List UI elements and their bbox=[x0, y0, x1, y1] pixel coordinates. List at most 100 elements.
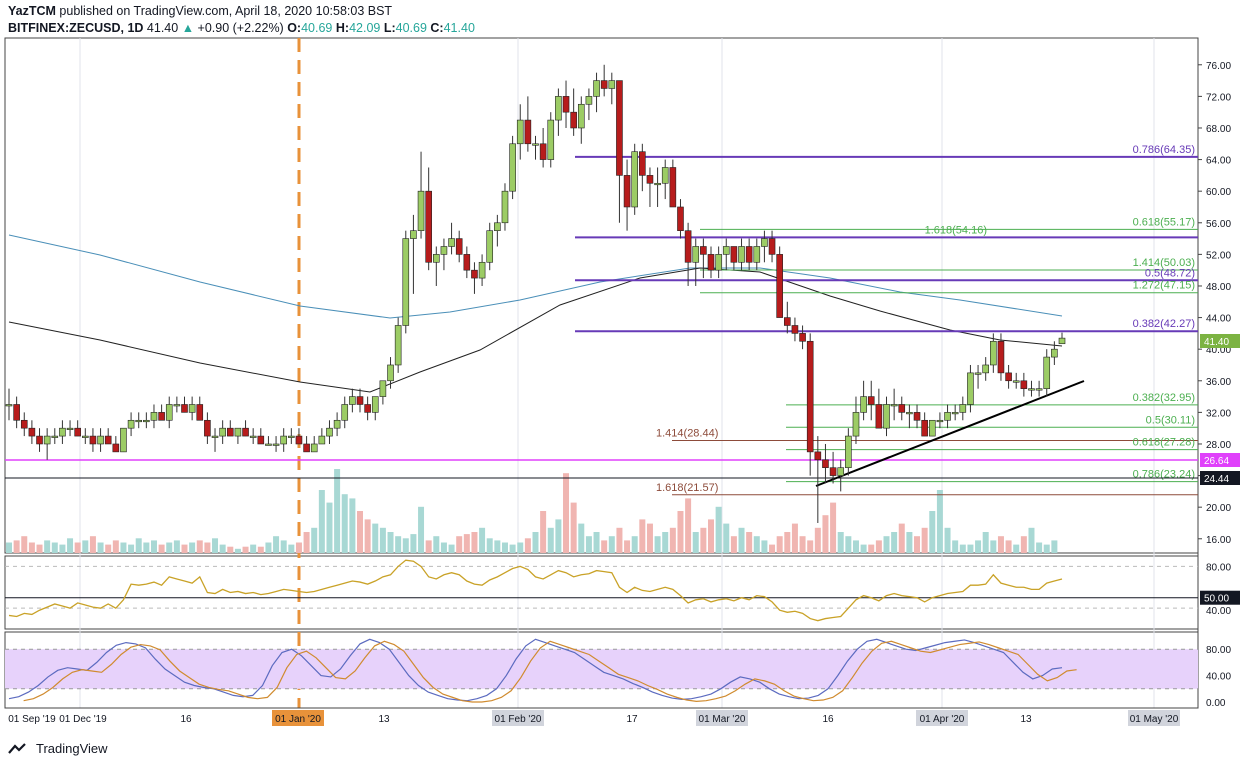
volume-bar bbox=[860, 544, 867, 553]
candle-body bbox=[967, 372, 974, 405]
candle-body bbox=[677, 206, 684, 231]
candle-body bbox=[669, 167, 677, 208]
volume-bar bbox=[51, 542, 58, 553]
volume-bar bbox=[44, 540, 51, 553]
date-axis-label: 16 bbox=[822, 714, 834, 725]
fib-level-label: 0.618(27.28) bbox=[1133, 437, 1195, 449]
candle-body bbox=[364, 404, 371, 413]
candle-body bbox=[204, 419, 211, 437]
candle-body bbox=[349, 396, 356, 405]
volume-bar bbox=[769, 544, 776, 553]
candle-body bbox=[524, 119, 532, 145]
symbol-line: BITFINEX:ZECUSD, 1D 41.40 ▲ +0.90 (+2.22… bbox=[8, 21, 475, 35]
volume-bar bbox=[219, 544, 226, 553]
candle-body bbox=[631, 151, 638, 208]
low-value: 40.69 bbox=[395, 21, 427, 35]
open-value: 40.69 bbox=[301, 21, 333, 35]
candle-body bbox=[799, 333, 806, 342]
candle-body bbox=[303, 443, 310, 453]
candle-body bbox=[974, 372, 982, 375]
volume-bar bbox=[936, 490, 943, 553]
close-value: 41.40 bbox=[443, 21, 475, 35]
high-label: H: bbox=[335, 21, 350, 35]
candle-body bbox=[59, 427, 66, 437]
candle-body bbox=[394, 325, 402, 366]
candle-body bbox=[928, 419, 936, 437]
volume-bar bbox=[295, 542, 302, 553]
volume-bar bbox=[875, 540, 882, 553]
candle-body bbox=[814, 451, 822, 461]
volume-bar bbox=[1028, 527, 1035, 553]
volume-bar bbox=[692, 532, 699, 553]
symbol-name[interactable]: BITFINEX:ZECUSD, 1D bbox=[8, 21, 144, 35]
volume-bar bbox=[1005, 540, 1012, 553]
candle-body bbox=[921, 419, 928, 437]
candle-body bbox=[600, 80, 608, 89]
volume-bar bbox=[402, 538, 409, 553]
volume-bar bbox=[1013, 544, 1020, 553]
price-tick-label: 40.00 bbox=[1206, 345, 1231, 356]
candle-body bbox=[806, 340, 814, 453]
publish-line: YazTCM published on TradingView.com, Apr… bbox=[8, 4, 392, 18]
candle-body bbox=[555, 96, 562, 121]
date-label-bg bbox=[916, 710, 968, 726]
volume-bar bbox=[280, 540, 287, 553]
price-tick-label: 64.00 bbox=[1206, 156, 1231, 167]
fib-level-label: 0.382(32.95) bbox=[1133, 392, 1195, 404]
candle-body bbox=[1058, 337, 1066, 345]
volume-bar bbox=[753, 536, 760, 553]
candle-body bbox=[532, 143, 539, 146]
volume-bar bbox=[357, 511, 363, 553]
price-tick-label: 20.00 bbox=[1206, 503, 1231, 514]
candle-body bbox=[890, 404, 898, 407]
price-tick-label: 60.00 bbox=[1206, 187, 1231, 198]
price-tick-label: 28.00 bbox=[1206, 440, 1231, 451]
volume-bar bbox=[555, 519, 562, 553]
candle-body bbox=[272, 443, 280, 446]
volume-bar bbox=[494, 540, 501, 553]
volume-bar bbox=[891, 532, 898, 553]
volume-bar bbox=[227, 546, 234, 553]
volume-bar bbox=[631, 536, 638, 553]
candle-body bbox=[150, 412, 158, 421]
volume-bar bbox=[982, 532, 989, 553]
candle-body bbox=[51, 435, 59, 438]
volume-bar bbox=[273, 536, 280, 553]
pink-level-tag: 26.64 bbox=[1204, 456, 1229, 467]
candle-body bbox=[440, 246, 448, 255]
volume-bar bbox=[547, 527, 554, 553]
volume-bar bbox=[914, 536, 921, 553]
volume-bar bbox=[662, 532, 669, 553]
tradingview-logo[interactable]: TradingView bbox=[8, 741, 108, 756]
candle-body bbox=[387, 364, 394, 382]
candle-body bbox=[234, 427, 242, 437]
volume-bar bbox=[21, 536, 28, 553]
volume-bar bbox=[975, 540, 982, 553]
candle-body bbox=[188, 404, 196, 413]
candle-body bbox=[883, 404, 890, 429]
candle-body bbox=[722, 246, 730, 255]
highlighted-date-bg bbox=[272, 710, 324, 726]
candle-body bbox=[753, 246, 761, 263]
candle-body bbox=[944, 412, 951, 421]
candle-body bbox=[74, 427, 81, 437]
author-name[interactable]: YazTCM bbox=[8, 4, 56, 18]
candle-body bbox=[5, 404, 13, 407]
main-pane-border bbox=[4, 37, 1199, 554]
candle-body bbox=[158, 412, 165, 421]
date-axis-label: 01 Sep '19 bbox=[8, 714, 56, 725]
last-price: 41.40 bbox=[146, 21, 179, 35]
rsi-tick-label: 40.00 bbox=[1206, 606, 1231, 617]
date-axis-label: 13 bbox=[1020, 714, 1032, 725]
publish-info: published on TradingView.com, April 18, … bbox=[59, 4, 393, 18]
candle-body bbox=[898, 404, 906, 413]
price-change: +0.90 (+2.22%) bbox=[197, 21, 284, 35]
volume-bar bbox=[700, 527, 707, 553]
volume-bar bbox=[776, 536, 783, 553]
volume-bar bbox=[852, 540, 859, 553]
candle-body bbox=[829, 467, 837, 476]
volume-bar bbox=[120, 542, 127, 553]
candle-body bbox=[265, 443, 272, 446]
candle-body bbox=[791, 325, 799, 334]
